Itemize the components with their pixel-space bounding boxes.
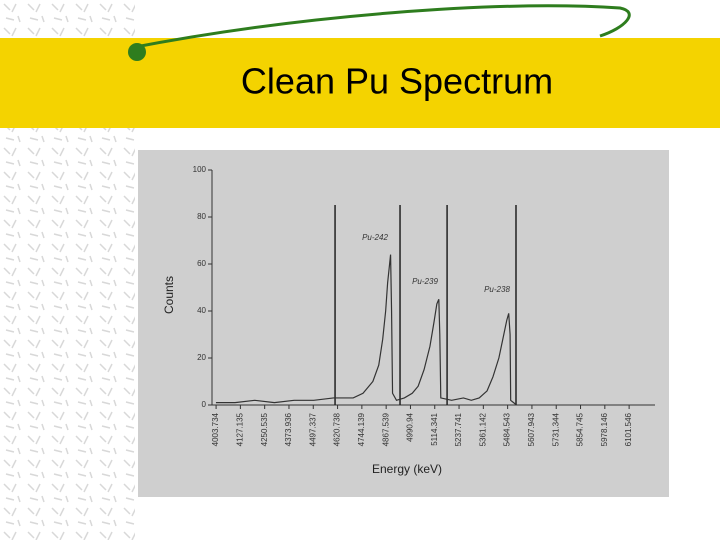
x-tick-label: 5114.341 xyxy=(430,412,439,445)
x-tick-label: 4373.936 xyxy=(284,412,293,446)
y-tick-label: 20 xyxy=(197,353,206,362)
bullet-icon xyxy=(128,43,146,61)
title-band xyxy=(0,38,720,128)
slide-title: Clean Pu Spectrum xyxy=(241,61,553,102)
x-tick-label: 6101.546 xyxy=(624,412,633,446)
x-tick-label: 4990.94 xyxy=(406,412,415,441)
peak-annotation: Pu-238 xyxy=(484,285,510,294)
x-tick-label: 4127.135 xyxy=(235,412,244,446)
peak-annotation: Pu-242 xyxy=(362,233,388,242)
x-tick-label: 4497.337 xyxy=(308,412,317,446)
x-tick-label: 5237.741 xyxy=(454,412,463,446)
x-tick-label: 5484.543 xyxy=(503,412,512,446)
x-tick-label: 5978.146 xyxy=(600,412,609,446)
swoosh xyxy=(129,4,631,50)
x-tick-label: 4744.139 xyxy=(357,412,366,446)
spectrum-line xyxy=(215,254,517,406)
x-tick-label: 5361.142 xyxy=(478,412,487,446)
x-tick-label: 5731.344 xyxy=(551,412,560,446)
y-tick-label: 100 xyxy=(193,165,207,174)
y-tick-label: 80 xyxy=(197,212,206,221)
x-tick-label: 5607.943 xyxy=(527,412,536,446)
peak-annotation: Pu-239 xyxy=(412,277,438,286)
y-tick-label: 60 xyxy=(197,259,206,268)
x-tick-label: 4003.734 xyxy=(211,412,220,446)
x-tick-label: 4620.738 xyxy=(333,412,342,446)
x-tick-label: 5854.745 xyxy=(576,412,585,446)
y-tick-label: 40 xyxy=(197,306,206,315)
x-tick-label: 4867.539 xyxy=(381,412,390,446)
x-axis-label: Energy (keV) xyxy=(372,462,442,476)
chart-image xyxy=(138,150,669,497)
y-axis-label: Counts xyxy=(162,276,176,314)
y-tick-label: 0 xyxy=(202,400,207,409)
chart: 0 20 40 60 80 100 4003.734 4127.135 4250.535 4373… xyxy=(162,165,655,476)
x-tick-label: 4250.535 xyxy=(260,412,269,446)
